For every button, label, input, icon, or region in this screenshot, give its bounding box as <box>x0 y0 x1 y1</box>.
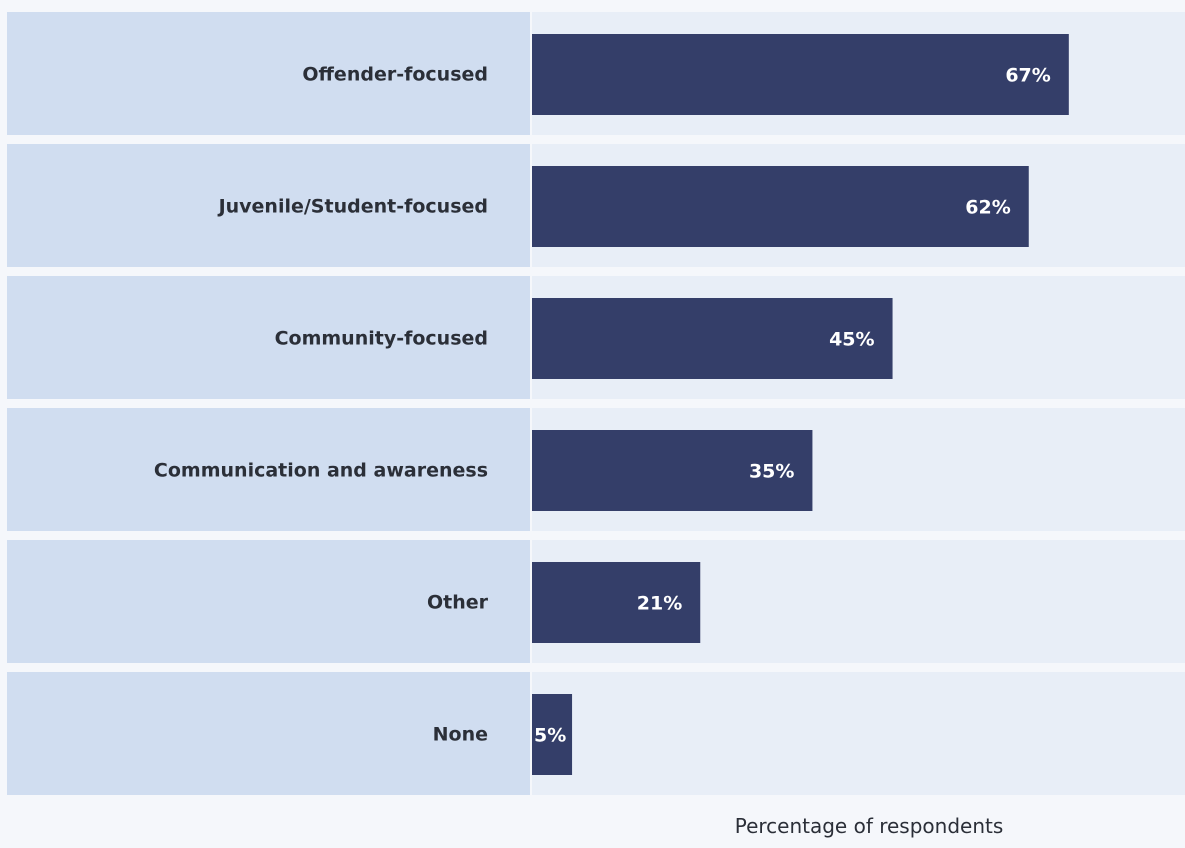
label-band-none <box>7 672 530 795</box>
value-label-juvenile-student-focused: 62% <box>965 197 1010 219</box>
category-label-offender-focused: Offender-focused <box>302 64 488 86</box>
bar-juvenile-student-focused <box>532 166 1029 247</box>
value-label-none: 5% <box>534 725 566 747</box>
bar-offender-focused <box>532 34 1069 115</box>
category-label-other: Other <box>427 592 489 614</box>
bar-none <box>532 694 573 775</box>
bar-community-focused <box>532 298 893 379</box>
category-label-juvenile-student-focused: Juvenile/Student-focused <box>217 196 488 218</box>
value-label-offender-focused: 67% <box>1005 65 1050 87</box>
label-band-community-focused <box>7 276 530 399</box>
bar-other <box>532 562 701 643</box>
label-band-other <box>7 540 530 663</box>
value-label-community-focused: 45% <box>829 329 874 351</box>
label-band-communication-and-awareness <box>7 408 530 531</box>
x-axis-label: Percentage of respondents <box>735 814 1004 838</box>
category-label-community-focused: Community-focused <box>275 328 488 350</box>
chart-rows: Offender-focused 67% Juvenile/Student-focu… <box>7 12 1185 795</box>
label-band-offender-focused <box>7 12 530 135</box>
category-label-communication-and-awareness: Communication and awareness <box>154 460 488 482</box>
label-band-juvenile-student-focused <box>7 144 530 267</box>
value-label-communication-and-awareness: 35% <box>749 461 794 483</box>
value-label-other: 21% <box>637 593 682 615</box>
bar-communication-and-awareness <box>532 430 813 511</box>
plot-band-none <box>532 672 1185 795</box>
category-label-none: None <box>433 724 488 746</box>
